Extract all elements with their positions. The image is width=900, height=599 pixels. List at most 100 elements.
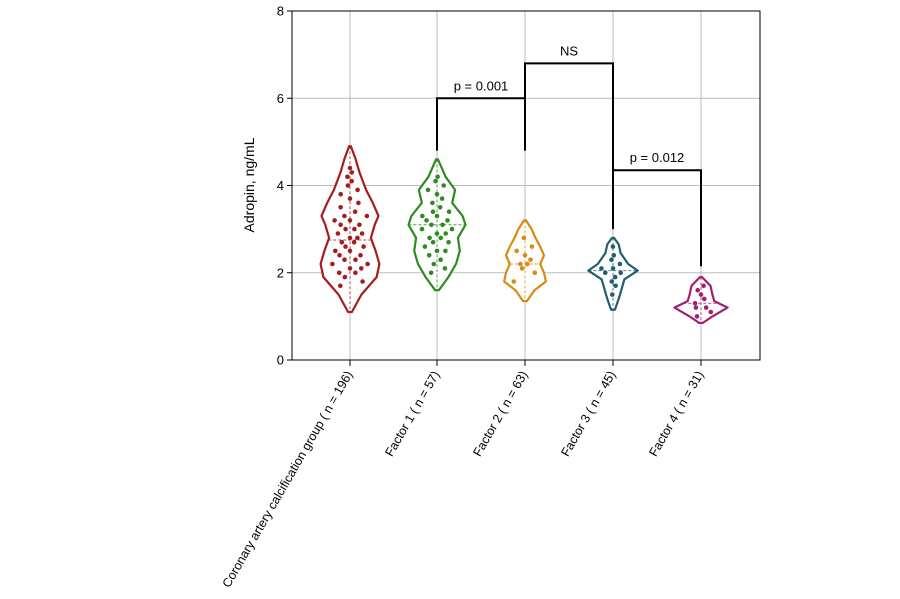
data-point bbox=[611, 253, 617, 258]
data-point bbox=[612, 274, 618, 280]
data-point bbox=[434, 248, 440, 254]
data-point bbox=[426, 253, 432, 258]
data-point bbox=[434, 231, 440, 236]
data-point bbox=[449, 226, 455, 232]
data-point bbox=[446, 239, 451, 245]
bracket bbox=[436, 97, 526, 151]
data-point bbox=[425, 187, 431, 193]
group-factor-4 bbox=[673, 276, 729, 324]
group-factor-1 bbox=[407, 158, 467, 292]
data-point bbox=[521, 235, 527, 241]
data-point bbox=[359, 231, 365, 236]
data-point bbox=[347, 218, 353, 223]
data-point bbox=[353, 257, 358, 263]
data-point bbox=[518, 261, 523, 267]
data-point bbox=[360, 279, 365, 284]
data-point bbox=[514, 248, 519, 254]
bracket bbox=[612, 169, 702, 267]
data-point bbox=[609, 279, 615, 284]
data-point bbox=[617, 261, 623, 267]
data-point bbox=[511, 279, 517, 284]
data-point bbox=[701, 283, 706, 289]
data-point bbox=[422, 244, 428, 249]
data-point bbox=[438, 257, 443, 263]
bracket bbox=[524, 62, 614, 171]
data-point bbox=[355, 235, 360, 241]
y-tick-label: 2 bbox=[277, 265, 284, 280]
data-point bbox=[525, 261, 530, 267]
data-point bbox=[357, 222, 362, 228]
group-factor-2 bbox=[503, 219, 547, 303]
comparison-label: p = 0.012 bbox=[630, 150, 685, 165]
y-axis-label: Adropin, ng/mL bbox=[241, 137, 257, 232]
data-point bbox=[528, 257, 533, 263]
comparison-factor2-factor3: NS bbox=[524, 43, 614, 171]
data-point bbox=[609, 257, 614, 263]
x-tick-label: Factor 2 ( n = 63) bbox=[470, 369, 530, 459]
data-point bbox=[358, 253, 363, 258]
data-point bbox=[420, 213, 425, 219]
data-point bbox=[445, 218, 450, 223]
data-point bbox=[532, 270, 538, 276]
data-point bbox=[618, 270, 623, 276]
y-tick-label: 4 bbox=[277, 178, 284, 193]
data-point bbox=[342, 274, 348, 280]
data-point bbox=[698, 292, 704, 297]
data-point bbox=[434, 213, 440, 219]
data-point bbox=[333, 248, 338, 254]
data-point bbox=[610, 244, 616, 249]
data-point bbox=[338, 283, 343, 289]
data-point bbox=[428, 270, 434, 276]
data-point bbox=[342, 257, 347, 263]
comparison-label: p = 0.001 bbox=[454, 78, 509, 93]
data-point bbox=[364, 213, 370, 219]
data-point bbox=[338, 222, 343, 228]
data-point bbox=[339, 239, 345, 245]
data-point bbox=[703, 305, 709, 310]
data-point bbox=[613, 283, 618, 289]
data-point bbox=[349, 170, 355, 175]
data-point bbox=[336, 270, 342, 276]
y-tick-label: 8 bbox=[277, 4, 284, 19]
x-tick-label: Coronary artery calcification group ( n … bbox=[220, 369, 356, 591]
data-point bbox=[702, 296, 707, 302]
data-point bbox=[694, 314, 700, 319]
data-point bbox=[443, 248, 448, 254]
data-point bbox=[429, 222, 434, 228]
data-point bbox=[695, 287, 700, 293]
data-point bbox=[332, 218, 337, 223]
data-point bbox=[529, 244, 535, 249]
data-point bbox=[356, 200, 361, 206]
significance-annotations: p = 0.001 NS p = 0.012 bbox=[436, 43, 702, 267]
data-point bbox=[343, 244, 348, 249]
group-cac bbox=[319, 145, 381, 314]
data-point bbox=[440, 222, 445, 228]
y-tick-label: 6 bbox=[277, 91, 284, 106]
comparison-factor1-factor2: p = 0.001 bbox=[436, 78, 526, 151]
group-factor-3 bbox=[587, 236, 639, 311]
data-point bbox=[419, 226, 425, 232]
plot-frame bbox=[291, 10, 761, 361]
data-point bbox=[446, 209, 452, 214]
data-point bbox=[345, 174, 350, 180]
x-tick-label: Factor 3 ( n = 45) bbox=[558, 369, 618, 459]
data-point bbox=[335, 231, 341, 236]
data-point bbox=[430, 200, 435, 206]
data-point bbox=[442, 266, 448, 271]
data-point bbox=[435, 174, 440, 180]
data-point bbox=[359, 266, 364, 271]
data-point bbox=[519, 266, 525, 271]
data-point bbox=[349, 178, 355, 184]
comparison-label: NS bbox=[560, 43, 578, 58]
data-point bbox=[438, 235, 444, 241]
data-point bbox=[338, 191, 344, 197]
data-point bbox=[347, 196, 353, 201]
data-point bbox=[352, 226, 357, 232]
data-point bbox=[443, 231, 449, 236]
data-point bbox=[603, 270, 608, 276]
y-tick-label: 0 bbox=[277, 353, 284, 368]
data-point bbox=[351, 239, 357, 245]
data-point bbox=[434, 191, 440, 197]
